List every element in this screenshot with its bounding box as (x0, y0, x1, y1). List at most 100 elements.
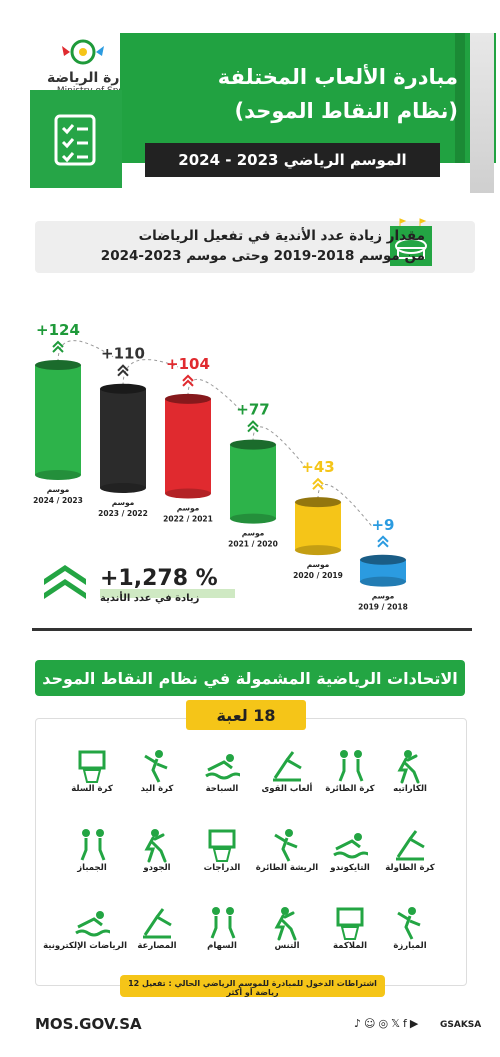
sport-icon (338, 750, 364, 782)
sport-item: التايكوندو (315, 827, 385, 873)
sport-label: الجودو (143, 863, 171, 873)
category-prefix-label: موسم (47, 485, 70, 494)
bar-base-3 (230, 513, 276, 524)
sport-icon (397, 750, 420, 784)
bar-top-5 (360, 554, 406, 565)
connector-line (252, 426, 309, 471)
sport-label: كرة السلة (71, 784, 113, 794)
connector-line (317, 483, 374, 529)
sport-label: الرياضات الإلكترونية (43, 941, 127, 951)
footer-url[interactable]: MOS.GOV.SA (35, 1015, 142, 1033)
sport-item: ألعاب القوى (252, 748, 322, 794)
sport-item: الجودو (122, 827, 192, 873)
category-label: 2020 / 2019 (293, 571, 343, 580)
season-label: الموسم الرياضي 2023 - 2024 (145, 143, 440, 177)
category-prefix-label: موسم (372, 592, 395, 601)
sport-icon (336, 907, 364, 940)
sport-label: الجمباز (77, 863, 107, 873)
sport-label: الريشة الطائرة (255, 863, 319, 873)
sport-icon (208, 829, 236, 862)
sport-label: المبارزة (393, 941, 427, 951)
bar-top-1 (100, 383, 146, 394)
sport-icon (78, 750, 106, 783)
category-prefix-label: موسم (112, 498, 135, 507)
sport-label: السباحة (205, 784, 239, 794)
stadium-icon (390, 218, 432, 268)
youtube-icon[interactable]: ▶ (409, 1017, 422, 1030)
sport-label: المصارعة (137, 941, 177, 951)
sport-icon (274, 829, 298, 862)
sport-item: الجمباز (57, 827, 127, 873)
category-label: 2021 / 2020 (228, 540, 278, 549)
category-prefix-label: موسم (177, 504, 200, 513)
category-label: 2022 / 2021 (163, 515, 213, 524)
bar-value-label: +104 (166, 355, 210, 373)
sport-icon (273, 751, 302, 782)
category-label: 2024 / 2023 (33, 496, 83, 505)
bar-top-2 (165, 393, 211, 404)
sport-item: كرة الطاولة (375, 827, 445, 873)
connector-line (122, 359, 179, 386)
tiktok-icon[interactable]: ♪ (354, 1017, 365, 1030)
page-title: مبادرة الألعاب المختلفة (نظام النقاط الم… (217, 65, 458, 123)
sport-icon (144, 829, 167, 863)
sport-item: المصارعة (122, 905, 192, 951)
bar-top-3 (230, 439, 276, 450)
sport-icon (75, 911, 110, 937)
sport-label: كرة الطاولة (385, 863, 435, 873)
bar-top-0 (35, 360, 81, 370)
sport-label: ألعاب القوى (261, 784, 313, 794)
sport-label: الملاكمة (332, 941, 368, 951)
total-arrows-icon (44, 565, 86, 607)
bar-0 (35, 365, 81, 475)
sport-item: السباحة (187, 748, 257, 794)
bar-value-label: +9 (371, 516, 394, 534)
sport-item: الملاكمة (315, 905, 385, 951)
sport-icon (396, 830, 425, 861)
chevron-icon (117, 364, 129, 377)
bar-value-label: +43 (301, 458, 334, 476)
bar-4 (295, 502, 341, 551)
logo (48, 36, 118, 76)
header-panel (120, 33, 496, 163)
instagram-icon[interactable]: ◎ (378, 1017, 392, 1030)
sport-item: كرة السلة (57, 748, 127, 794)
bar-value-label: +77 (236, 401, 269, 419)
sport-icon (144, 750, 168, 783)
bar-5 (360, 559, 406, 582)
header-accent (455, 33, 465, 163)
bar-value-label: +124 (36, 321, 80, 339)
chevron-icon (377, 535, 389, 548)
social-icons: ♪☺◎𝕏f▶ (354, 1017, 421, 1030)
sport-label: السهام (207, 941, 237, 951)
bar-value-label: +110 (101, 345, 145, 363)
sport-item: التنس (252, 905, 322, 951)
facebook-icon[interactable]: f (402, 1017, 410, 1030)
bar-2 (165, 398, 211, 494)
growth-chart: +124 موسم 2024 / 2023 +110 موسم 2023 / 2022 +1… (33, 321, 408, 612)
sport-label: التنس (274, 941, 300, 951)
total-value: +1,278 % (100, 566, 218, 591)
sport-label: كرة اليد (140, 784, 174, 794)
sport-item: الرياضات الإلكترونية (43, 905, 127, 951)
sport-icon (205, 754, 240, 780)
sport-item: المبارزة (375, 905, 445, 951)
snapchat-icon[interactable]: ☺ (364, 1017, 379, 1030)
sport-label: كرة الطائرة (325, 784, 375, 794)
sport-item: الدراجات (187, 827, 257, 873)
requirement-note: اشتراطات الدخول للمبادرة للموسم الرياضي … (128, 979, 377, 997)
category-label: 2019 / 2018 (358, 603, 408, 612)
sport-icon (210, 907, 236, 939)
connector-line (57, 340, 114, 363)
chevron-icon (247, 420, 259, 433)
bar-base-5 (360, 576, 406, 587)
sport-icon (333, 833, 368, 859)
sport-label: التايكوندو (330, 863, 370, 873)
chevron-icon (312, 477, 324, 490)
x-icon[interactable]: 𝕏 (391, 1017, 403, 1030)
chevron-icon (182, 374, 194, 387)
footer-handle: GSAKSA (440, 1020, 482, 1030)
chevron-icon (52, 340, 64, 353)
bar-base-1 (100, 482, 146, 493)
sport-icon (274, 907, 297, 941)
